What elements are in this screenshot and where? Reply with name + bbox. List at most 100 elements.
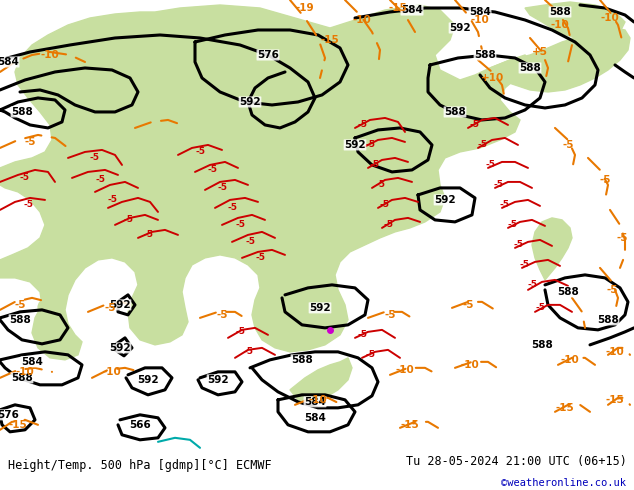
Text: 592: 592 [239,97,261,107]
Text: 584: 584 [21,357,43,367]
Text: 592: 592 [109,300,131,310]
Text: -5: -5 [493,180,503,190]
Text: -5: -5 [255,253,265,263]
Text: -5: -5 [357,330,367,340]
Text: 592: 592 [449,23,471,33]
Text: 588: 588 [549,7,571,17]
Polygon shape [0,5,530,360]
Text: -5: -5 [365,350,375,359]
Text: +10: +10 [481,73,503,83]
Polygon shape [52,334,68,350]
Text: -5: -5 [370,160,380,170]
Text: -15: -15 [9,420,27,430]
Text: -10: -10 [103,367,121,377]
Text: 584: 584 [0,57,19,67]
Text: -15: -15 [401,420,419,430]
Text: 592: 592 [109,343,131,353]
Text: 592: 592 [309,303,331,313]
Text: -5: -5 [375,180,385,190]
Text: -10: -10 [41,50,60,60]
Text: -5: -5 [14,300,26,310]
Text: -5: -5 [235,327,245,336]
Text: -5: -5 [245,237,255,246]
Text: 588: 588 [291,355,313,365]
Text: 584: 584 [469,7,491,17]
Text: -5: -5 [606,285,618,295]
Polygon shape [532,218,572,280]
Text: 588: 588 [11,373,33,383]
Text: -5: -5 [216,310,228,320]
Text: -5: -5 [227,203,237,213]
Text: -5: -5 [384,310,396,320]
Text: 588: 588 [444,107,466,117]
Text: -5: -5 [616,233,628,243]
Text: -5: -5 [477,141,487,149]
Text: -15: -15 [605,395,624,405]
Text: -10: -10 [16,367,34,377]
Text: 588: 588 [519,63,541,73]
Text: -5: -5 [104,303,116,313]
Text: -5: -5 [380,200,390,209]
Text: -5: -5 [507,220,517,229]
Polygon shape [38,298,58,318]
Text: -5: -5 [470,121,480,129]
Text: 588: 588 [474,50,496,60]
Text: -10: -10 [600,13,619,23]
Text: -5: -5 [562,140,574,150]
Polygon shape [43,263,67,287]
Text: -5: -5 [23,200,33,209]
Text: -10: -10 [560,355,579,365]
Text: 584: 584 [304,413,326,423]
Text: -5: -5 [500,200,510,209]
Text: -5: -5 [123,216,133,224]
Text: 592: 592 [434,195,456,205]
Text: -5: -5 [235,220,245,229]
Text: 588: 588 [9,315,31,325]
Text: -5: -5 [207,166,217,174]
Text: 576: 576 [257,50,279,60]
Polygon shape [490,28,630,92]
Text: ©weatheronline.co.uk: ©weatheronline.co.uk [501,478,626,488]
Text: 566: 566 [129,420,151,430]
Text: -15: -15 [389,3,408,13]
Polygon shape [290,358,352,402]
Text: -5: -5 [527,280,537,290]
Text: 584: 584 [304,397,326,407]
Text: -15: -15 [555,403,574,413]
Text: 588: 588 [11,107,33,117]
Polygon shape [525,2,625,40]
Text: -5: -5 [24,137,36,147]
Text: 588: 588 [531,340,553,350]
Text: 584: 584 [401,5,423,15]
Text: -10: -10 [470,15,489,25]
Text: -5: -5 [143,230,153,240]
Text: 592: 592 [344,140,366,150]
Text: +5: +5 [532,47,548,57]
Text: -5: -5 [357,121,367,129]
Text: -5: -5 [20,173,30,182]
Text: -5: -5 [535,303,545,313]
Text: -10: -10 [550,20,569,30]
Text: -10: -10 [605,347,624,357]
Text: -5: -5 [95,175,105,184]
Text: 576: 576 [0,410,19,420]
Text: -19: -19 [295,3,314,13]
Text: -5: -5 [243,347,253,356]
Text: -5: -5 [520,260,530,270]
Text: -5: -5 [195,147,205,156]
Text: 592: 592 [207,375,229,385]
Text: -5: -5 [107,196,117,204]
Text: -10: -10 [461,360,479,370]
Text: 588: 588 [557,287,579,297]
Text: -5: -5 [365,141,375,149]
Text: 592: 592 [137,375,158,385]
Text: Height/Temp. 500 hPa [gdmp][°C] ECMWF: Height/Temp. 500 hPa [gdmp][°C] ECMWF [8,460,271,472]
Text: -5: -5 [462,300,474,310]
Text: -5: -5 [383,220,393,229]
Text: 588: 588 [597,315,619,325]
Text: -5: -5 [485,160,495,170]
Text: -15: -15 [321,35,339,45]
Text: -5: -5 [599,175,611,185]
Text: -10: -10 [353,15,372,25]
Text: Tu 28-05-2024 21:00 UTC (06+15): Tu 28-05-2024 21:00 UTC (06+15) [406,455,626,468]
